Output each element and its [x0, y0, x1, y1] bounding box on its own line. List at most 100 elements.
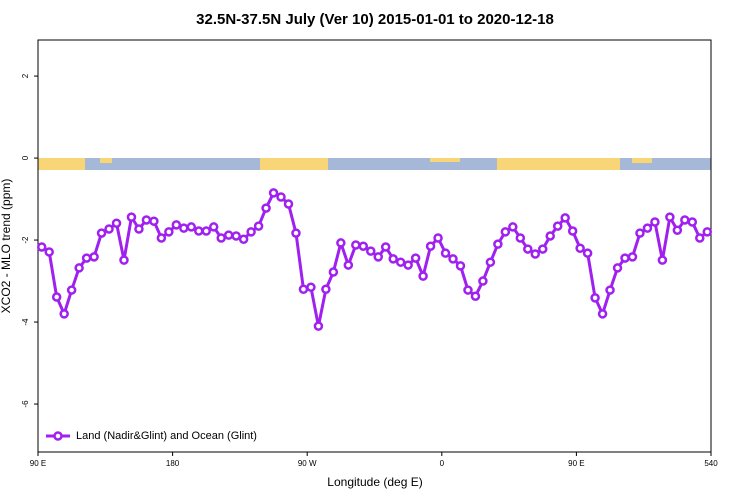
data-point: [358, 241, 369, 251]
data-point: [410, 253, 421, 263]
data-point: [96, 228, 107, 238]
data-point: [351, 240, 361, 250]
data-point: [560, 213, 570, 223]
x-tick-label: 90 E: [568, 459, 584, 468]
data-point: [455, 261, 466, 271]
x-tick-label: 0: [440, 459, 445, 468]
data-point: [470, 291, 481, 301]
y-axis-label: XCO2 - MLO trend (ppm): [0, 179, 13, 314]
data-point: [223, 230, 234, 240]
legend-marker: [53, 431, 63, 441]
data-point: [81, 253, 92, 263]
y-tick-label: -4: [21, 318, 30, 326]
data-point: [403, 260, 413, 270]
data-point: [508, 222, 518, 232]
y-tick-label: 2: [21, 73, 30, 78]
data-point: [545, 231, 555, 241]
data-point: [552, 221, 563, 231]
data-point: [373, 252, 383, 262]
data-point: [298, 284, 309, 294]
data-point: [268, 188, 279, 198]
data-point: [523, 244, 533, 254]
data-point: [418, 271, 428, 281]
x-tick-label: 180: [166, 459, 180, 468]
data-point: [194, 226, 204, 236]
data-point: [500, 227, 511, 237]
data-point: [321, 284, 331, 294]
data-point: [336, 238, 346, 248]
data-point: [380, 242, 391, 252]
data-point: [119, 255, 129, 265]
data-point: [642, 223, 653, 233]
data-point: [216, 233, 226, 243]
data-point: [306, 282, 316, 292]
x-tick-label: 90 W: [298, 459, 317, 468]
x-tick-label: 540: [704, 459, 718, 468]
data-point: [238, 234, 249, 244]
y-tick-label: -2: [21, 236, 30, 244]
data-point: [66, 285, 77, 295]
data-point: [246, 227, 256, 237]
data-point: [627, 252, 638, 262]
data-point: [74, 263, 84, 273]
data-point: [657, 255, 668, 265]
data-point: [231, 231, 241, 241]
data-point: [425, 241, 436, 251]
data-point: [164, 227, 174, 237]
data-point: [104, 224, 114, 234]
data-point: [440, 248, 451, 258]
data-point: [530, 249, 541, 259]
data-point: [485, 257, 496, 267]
land-ocean-strip: [38, 158, 711, 170]
data-point: [208, 222, 219, 232]
data-point: [283, 199, 294, 209]
data-point: [156, 233, 167, 243]
data-point: [179, 223, 189, 233]
data-point: [134, 224, 144, 234]
data-point: [111, 218, 122, 228]
y-tick-label: -6: [21, 400, 30, 408]
data-point: [313, 321, 324, 331]
data-point: [343, 260, 354, 270]
data-point: [665, 212, 675, 222]
data-point: [590, 293, 600, 303]
data-point: [149, 216, 159, 226]
data-point: [59, 309, 69, 319]
data-point: [620, 253, 630, 263]
data-point: [395, 257, 406, 267]
data-point: [695, 233, 705, 243]
data-point: [261, 203, 271, 213]
x-axis-label: Longitude (deg E): [327, 475, 422, 489]
data-point: [650, 217, 660, 227]
data-point: [567, 226, 578, 236]
data-point: [253, 221, 264, 231]
data-point: [171, 220, 182, 230]
y-tick-label: 0: [21, 155, 30, 160]
data-point: [463, 285, 473, 295]
data-point: [36, 242, 47, 252]
data-point: [291, 228, 301, 238]
data-point: [44, 247, 54, 257]
data-point: [575, 243, 585, 254]
data-point: [582, 248, 593, 258]
data-point: [433, 233, 443, 243]
data-point: [201, 226, 211, 236]
data-point: [478, 276, 488, 286]
data-point: [51, 292, 62, 302]
data-point: [126, 212, 137, 222]
data-point: [687, 217, 698, 227]
data-point: [597, 309, 608, 319]
data-point: [186, 222, 197, 232]
data-point: [680, 215, 690, 225]
data-point: [448, 254, 458, 264]
data-point: [89, 252, 99, 262]
data-point: [366, 246, 376, 256]
data-point: [538, 244, 548, 254]
data-point: [388, 254, 398, 264]
data-point: [328, 267, 339, 277]
x-tick-label: 90 E: [30, 459, 46, 468]
data-point: [635, 228, 645, 238]
data-point: [493, 239, 503, 249]
data-point: [141, 215, 152, 225]
